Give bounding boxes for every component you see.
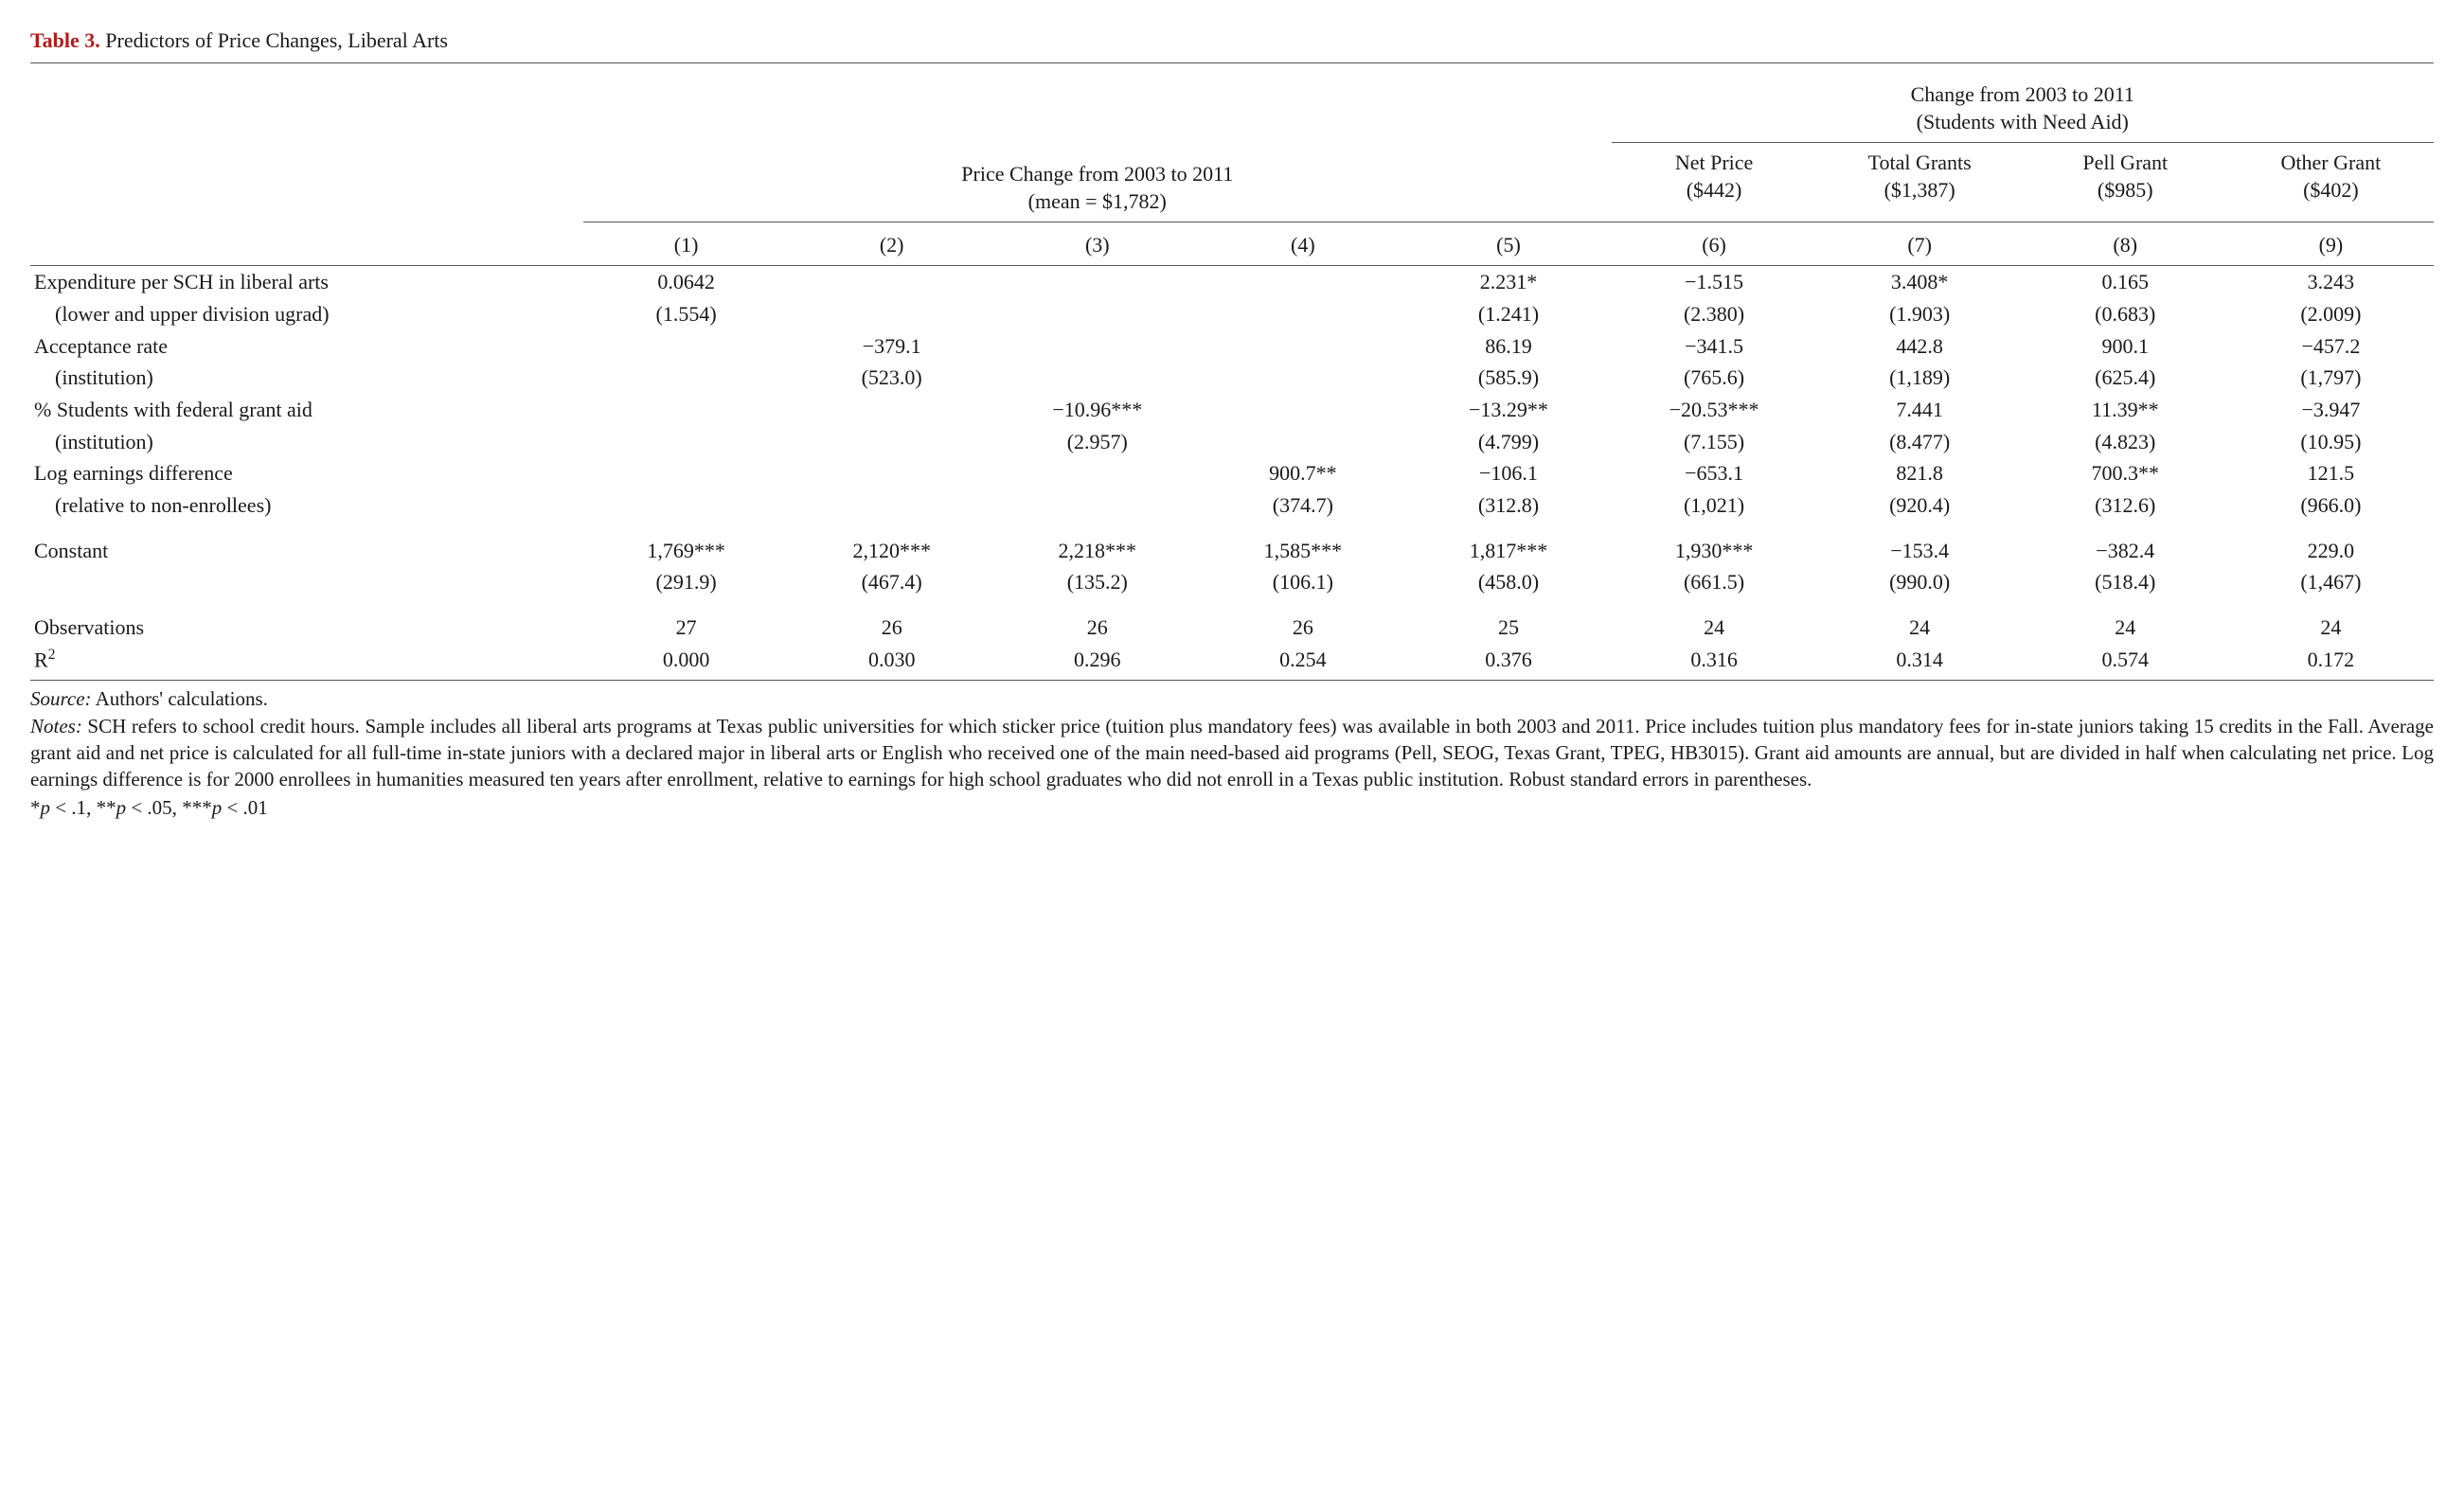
coln-5: (5) [1405,225,1611,265]
table-row: Observations 272626262524242424 [30,612,2434,644]
source-label: Source: [30,687,92,710]
sub9-l2: ($402) [2303,178,2359,202]
table-row: % Students with federal grant aid −10.96… [30,394,2434,426]
coln-9: (9) [2228,225,2434,265]
col-numbers: (1) (2) (3) (4) (5) (6) (7) (8) (9) [30,225,2434,265]
table-label: Table 3. [30,28,100,52]
span-left-and-subs: Price Change from 2003 to 2011 (mean = $… [30,147,2434,222]
span-right-l2: (Students with Need Aid) [1917,110,2129,133]
span-right-l1: Change from 2003 to 2011 [1911,82,2134,106]
coln-2: (2) [789,225,994,265]
notes-text: SCH refers to school credit hours. Sampl… [30,715,2434,790]
span-left-l1: Price Change from 2003 to 2011 [961,162,1233,186]
gap-row [30,522,2434,535]
table-row: (relative to non-enrollees) (374.7)(312.… [30,489,2434,522]
table-row: R2 0.0000.0300.2960.2540.3760.3160.3140.… [30,644,2434,676]
coln-7: (7) [1817,225,2023,265]
sub7-l2: ($1,387) [1884,178,1955,202]
gap-row [30,598,2434,612]
source-text: Authors' calculations. [92,687,268,710]
table-caption: Predictors of Price Changes, Liberal Art… [105,28,448,52]
table-title: Table 3. Predictors of Price Changes, Li… [30,27,2434,55]
table-row: (291.9)(467.4)(135.2)(106.1)(458.0)(661.… [30,566,2434,598]
table-row: Acceptance rate −379.186.19−341.5442.890… [30,330,2434,363]
table-row: (institution) (2.957)(4.799)(7.155)(8.47… [30,426,2434,458]
sub8-l1: Pell Grant [2082,151,2168,174]
coln-8: (8) [2023,225,2228,265]
sub9-l1: Other Grant [2281,151,2382,174]
top-rule [30,62,2434,63]
r2-sup: 2 [48,647,56,663]
coln-3: (3) [994,225,1200,265]
table-row: (institution) (523.0)(585.9)(765.6)(1,18… [30,362,2434,394]
sub7-l1: Total Grants [1868,151,1972,174]
table-footer: Source: Authors' calculations. Notes: SC… [30,686,2434,822]
regression-table: Change from 2003 to 2011 (Students with … [30,67,2434,676]
table-row: (lower and upper division ugrad) (1.554)… [30,298,2434,330]
significance-key: *p < .1, **p < .05, ***p < .01 [30,795,2434,822]
bottom-rule [30,680,2434,681]
notes-label: Notes: [30,715,82,737]
sub6-l1: Net Price [1675,151,1753,174]
span-left-l2: (mean = $1,782) [1028,189,1167,213]
table-row: Constant 1,769***2,120***2,218***1,585**… [30,535,2434,567]
sub8-l2: ($985) [2098,178,2153,202]
coln-6: (6) [1612,225,1817,265]
span-right: Change from 2003 to 2011 (Students with … [30,67,2434,143]
coln-1: (1) [583,225,789,265]
sub6-l2: ($442) [1687,178,1742,202]
table-row: Expenditure per SCH in liberal arts 0.06… [30,266,2434,298]
table-row: Log earnings difference 900.7**−106.1−65… [30,457,2434,489]
r2-label: R [34,648,48,671]
coln-4: (4) [1200,225,1405,265]
